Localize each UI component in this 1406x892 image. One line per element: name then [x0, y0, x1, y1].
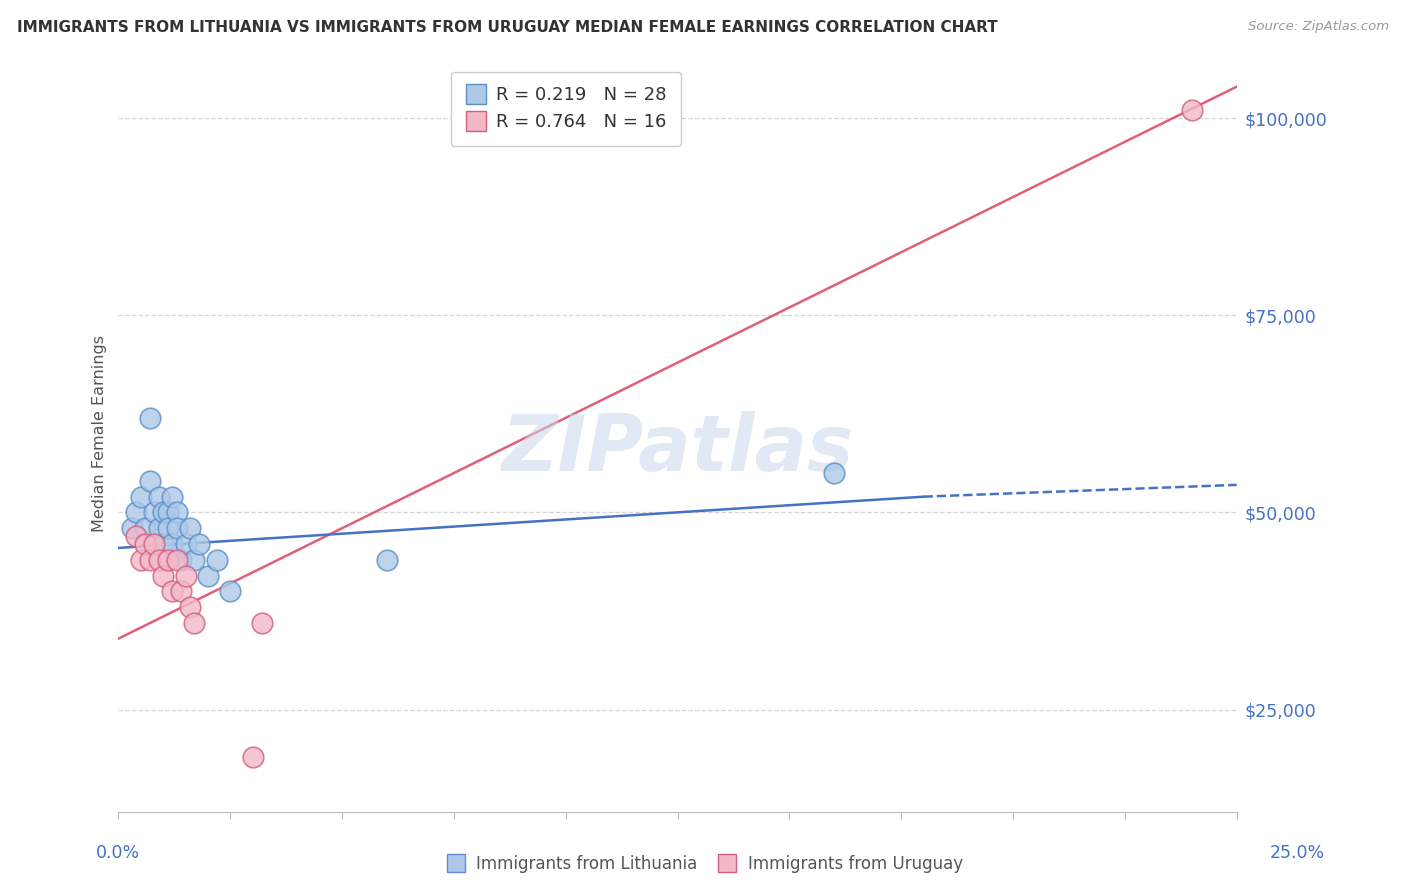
Point — [143, 537, 166, 551]
Point — [152, 568, 174, 582]
Text: 0.0%: 0.0% — [96, 844, 139, 862]
Point — [129, 553, 152, 567]
Point — [179, 600, 201, 615]
Point — [160, 584, 183, 599]
Point — [166, 506, 188, 520]
Point — [134, 521, 156, 535]
Text: ZIPatlas: ZIPatlas — [502, 410, 853, 487]
Point — [166, 553, 188, 567]
Point — [170, 584, 193, 599]
Point — [160, 537, 183, 551]
Point — [148, 521, 170, 535]
Point — [183, 553, 205, 567]
Point — [152, 506, 174, 520]
Point — [148, 490, 170, 504]
Point — [823, 466, 845, 480]
Point — [174, 537, 197, 551]
Point — [197, 568, 219, 582]
Point — [170, 553, 193, 567]
Point — [205, 553, 228, 567]
Point — [152, 537, 174, 551]
Text: 25.0%: 25.0% — [1270, 844, 1324, 862]
Point — [250, 615, 273, 630]
Text: Source: ZipAtlas.com: Source: ZipAtlas.com — [1249, 20, 1389, 33]
Point — [125, 529, 148, 543]
Point — [166, 521, 188, 535]
Point — [179, 521, 201, 535]
Legend: Immigrants from Lithuania, Immigrants from Uruguay: Immigrants from Lithuania, Immigrants fr… — [436, 848, 970, 880]
Text: IMMIGRANTS FROM LITHUANIA VS IMMIGRANTS FROM URUGUAY MEDIAN FEMALE EARNINGS CORR: IMMIGRANTS FROM LITHUANIA VS IMMIGRANTS … — [17, 20, 998, 35]
Point — [160, 490, 183, 504]
Point — [156, 553, 179, 567]
Point — [1181, 103, 1204, 118]
Legend: R = 0.219   N = 28, R = 0.764   N = 16: R = 0.219 N = 28, R = 0.764 N = 16 — [451, 71, 681, 145]
Point — [156, 506, 179, 520]
Point — [375, 553, 398, 567]
Point — [125, 506, 148, 520]
Point — [219, 584, 242, 599]
Point — [148, 553, 170, 567]
Point — [139, 553, 162, 567]
Point — [139, 410, 162, 425]
Point — [242, 750, 264, 764]
Point — [129, 490, 152, 504]
Point — [188, 537, 211, 551]
Y-axis label: Median Female Earnings: Median Female Earnings — [93, 335, 107, 533]
Point — [139, 474, 162, 488]
Point — [183, 615, 205, 630]
Point — [121, 521, 143, 535]
Point — [156, 521, 179, 535]
Point — [134, 537, 156, 551]
Point — [143, 506, 166, 520]
Point — [174, 568, 197, 582]
